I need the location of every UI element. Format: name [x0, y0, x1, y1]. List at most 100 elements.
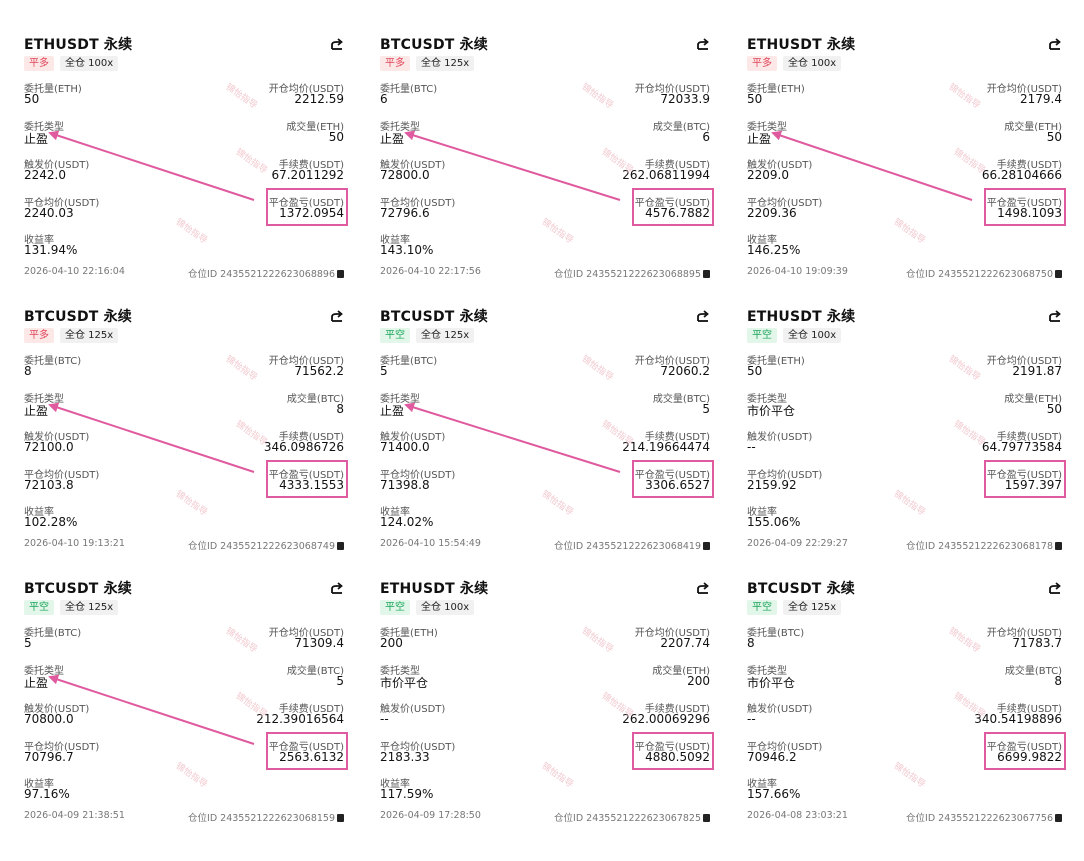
watermark-text: 锦怡指导	[539, 761, 575, 791]
copy-icon[interactable]	[337, 814, 344, 822]
close-avg-value: 72103.8	[24, 478, 74, 492]
trade-card: BTCUSDT 永续 平多 全仓 125x 委托量(BTC) 8 委托类型 止盈 触发价(US…	[24, 306, 348, 556]
close-avg-label: 平仓均价(USDT)	[24, 198, 100, 209]
trigger-value: --	[380, 712, 389, 726]
close-avg-label: 平仓均价(USDT)	[24, 470, 100, 481]
position-id-text: 仓位ID 2435521222623068419	[554, 541, 701, 552]
card-title: ETHUSDT 永续	[747, 37, 856, 53]
order-type-label: 委托类型	[747, 394, 787, 405]
filled-value: 200	[687, 674, 710, 688]
position-id-text: 仓位ID 2435521222623068895	[554, 269, 701, 280]
fee-label: 手续费(USDT)	[644, 432, 710, 443]
roi-label: 收益率	[380, 779, 410, 790]
qty-value: 8	[747, 636, 755, 650]
roi-label: 收益率	[747, 235, 777, 246]
trigger-label: 触发价(USDT)	[747, 432, 813, 443]
watermark-text: 锦怡指导	[891, 489, 927, 519]
fee-value: 212.39016564	[256, 712, 344, 726]
pnl-highlight-box	[632, 732, 714, 770]
pnl-label: 平仓盈亏(USDT)	[634, 198, 710, 209]
share-icon[interactable]	[696, 580, 710, 594]
margin-badge: 全仓 100x	[783, 56, 842, 71]
share-icon[interactable]	[330, 36, 344, 50]
open-avg-label: 开仓均价(USDT)	[634, 356, 710, 367]
order-type-label: 委托类型	[24, 666, 64, 677]
card-tags: 平空 全仓 125x	[24, 600, 119, 615]
qty-value: 200	[380, 636, 403, 650]
card-tags: 平空 全仓 100x	[380, 600, 475, 615]
copy-icon[interactable]	[703, 814, 710, 822]
close-avg-value: 2240.03	[24, 206, 74, 220]
position-id-text: 仓位ID 2435521222623068896	[188, 269, 335, 280]
share-icon[interactable]	[1048, 308, 1062, 322]
position-id: 仓位ID 2435521222623068749	[188, 538, 344, 552]
share-icon[interactable]	[330, 308, 344, 322]
watermark-text: 锦怡指导	[891, 217, 927, 247]
position-id: 仓位ID 2435521222623068895	[554, 266, 710, 280]
watermark-text: 锦怡指导	[599, 419, 635, 449]
card-title: BTCUSDT 永续	[747, 581, 855, 597]
pnl-highlight-box	[632, 188, 714, 226]
close-avg-label: 平仓均价(USDT)	[747, 742, 823, 753]
share-icon[interactable]	[330, 580, 344, 594]
filled-value: 8	[336, 402, 344, 416]
trade-time: 2026-04-10 22:17:56	[380, 266, 481, 277]
order-type-label: 委托类型	[747, 122, 787, 133]
side-badge: 平空	[747, 328, 777, 343]
close-avg-value: 2209.36	[747, 206, 797, 220]
open-avg-value: 71309.4	[294, 636, 344, 650]
open-avg-value: 2191.87	[1012, 364, 1062, 378]
watermark-text: 锦怡指导	[946, 82, 982, 112]
filled-label: 成交量(ETH)	[286, 122, 344, 133]
share-icon[interactable]	[1048, 580, 1062, 594]
open-avg-label: 开仓均价(USDT)	[634, 84, 710, 95]
trigger-value: 72100.0	[24, 440, 74, 454]
pnl-highlight-box	[632, 460, 714, 498]
roi-value: 143.10%	[380, 243, 434, 257]
trade-card: ETHUSDT 永续 平多 全仓 100x 委托量(ETH) 50 委托类型 止盈 触发价(U…	[747, 34, 1066, 284]
copy-icon[interactable]	[1055, 814, 1062, 822]
roi-value: 97.16%	[24, 787, 70, 801]
close-avg-label: 平仓均价(USDT)	[380, 470, 456, 481]
margin-badge: 全仓 125x	[416, 56, 475, 71]
copy-icon[interactable]	[1055, 542, 1062, 550]
pnl-value: 6699.9822	[997, 750, 1062, 764]
qty-label: 委托量(ETH)	[747, 84, 805, 95]
watermark-text: 锦怡指导	[173, 217, 209, 247]
card-title: ETHUSDT 永续	[24, 37, 133, 53]
copy-icon[interactable]	[1055, 270, 1062, 278]
trade-card: ETHUSDT 永续 平空 全仓 100x 委托量(ETH) 200 委托类型 市价平仓 触发…	[380, 578, 714, 828]
position-id: 仓位ID 2435521222623067825	[554, 810, 710, 824]
watermark-text: 锦怡指导	[173, 761, 209, 791]
card-tags: 平空 全仓 100x	[747, 328, 842, 343]
close-avg-label: 平仓均价(USDT)	[380, 742, 456, 753]
order-type-label: 委托类型	[380, 122, 420, 133]
roi-value: 155.06%	[747, 515, 801, 529]
pnl-highlight-box	[266, 732, 348, 770]
share-icon[interactable]	[1048, 36, 1062, 50]
trade-card: ETHUSDT 永续 平多 全仓 100x 委托量(ETH) 50 委托类型 止盈 触发价(U…	[24, 34, 348, 284]
roi-value: 146.25%	[747, 243, 801, 257]
trade-time: 2026-04-09 17:28:50	[380, 810, 481, 821]
copy-icon[interactable]	[337, 542, 344, 550]
filled-value: 6	[702, 130, 710, 144]
roi-label: 收益率	[747, 779, 777, 790]
card-tags: 平空 全仓 125x	[380, 328, 475, 343]
order-type-value: 止盈	[24, 132, 49, 146]
copy-icon[interactable]	[703, 542, 710, 550]
trade-time: 2026-04-10 22:16:04	[24, 266, 125, 277]
copy-icon[interactable]	[337, 270, 344, 278]
copy-icon[interactable]	[703, 270, 710, 278]
qty-value: 5	[24, 636, 32, 650]
pnl-label: 平仓盈亏(USDT)	[634, 742, 710, 753]
share-icon[interactable]	[696, 36, 710, 50]
filled-label: 成交量(BTC)	[286, 666, 344, 677]
open-avg-value: 71783.7	[1012, 636, 1062, 650]
fee-label: 手续费(USDT)	[278, 704, 344, 715]
trigger-value: --	[747, 440, 756, 454]
trigger-value: 2242.0	[24, 168, 66, 182]
share-icon[interactable]	[696, 308, 710, 322]
watermark-text: 锦怡指导	[173, 489, 209, 519]
open-avg-label: 开仓均价(USDT)	[268, 628, 344, 639]
